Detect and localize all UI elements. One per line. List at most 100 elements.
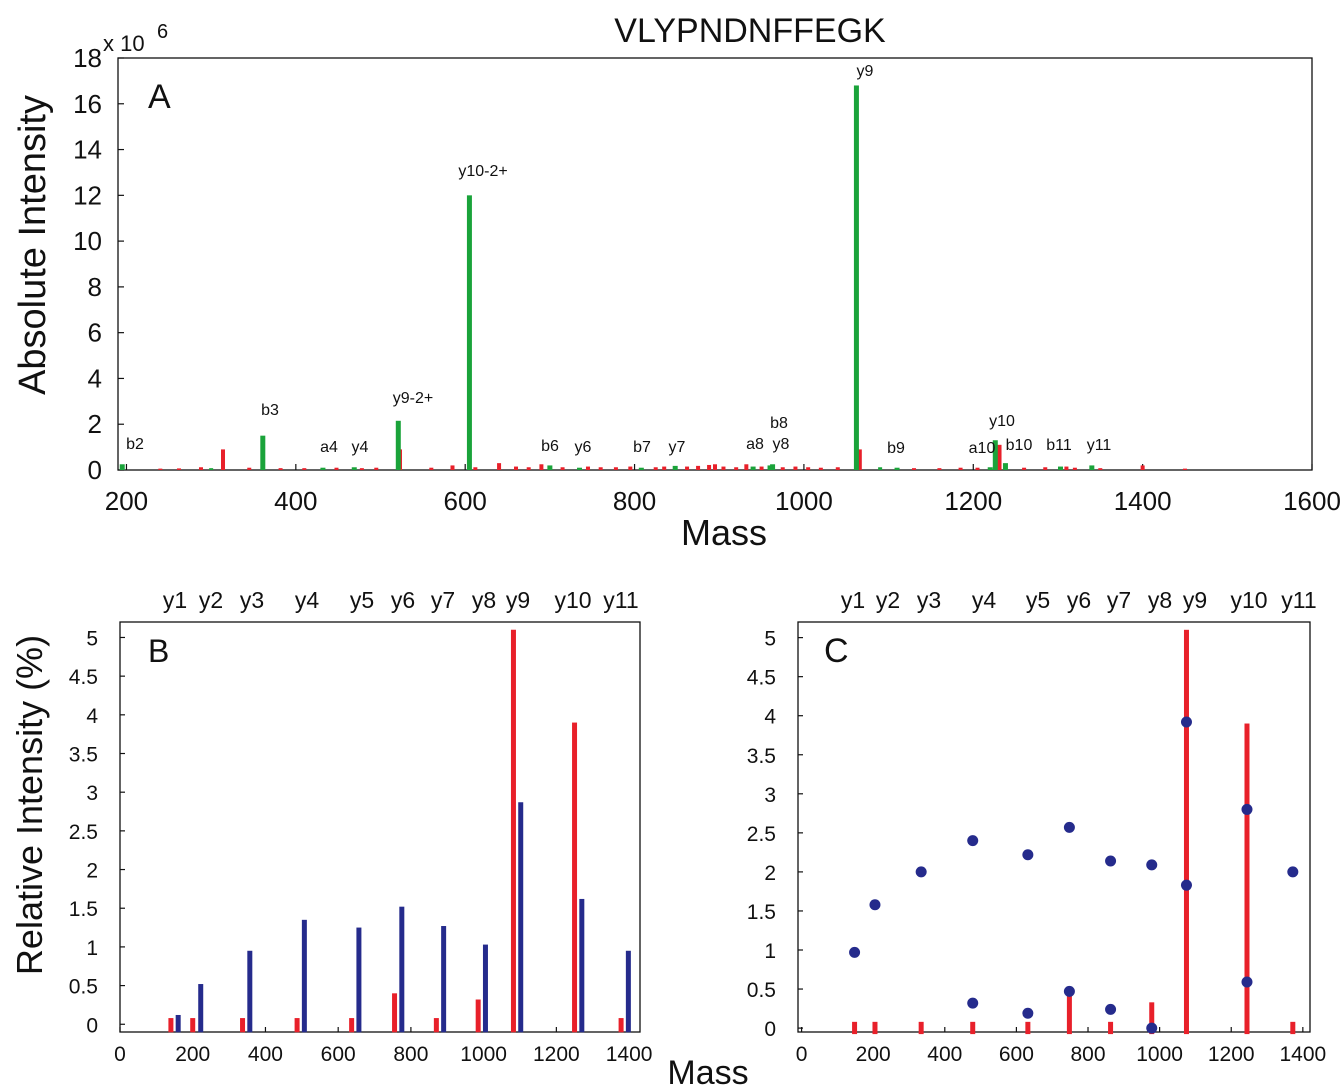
panel-a-peak [975,467,980,470]
panel-c-point [915,866,927,878]
figure-title: VLYPNDNFFEGK [614,12,886,50]
panel-a-peak-label: y7 [669,439,686,456]
panel-a-xtick-label: 1600 [1283,486,1341,516]
panel-a-peak [653,467,658,470]
panel-a-xtick-label: 1200 [944,486,1002,516]
panel-a-peak-label: a8 [746,436,764,453]
panel-c-stick [1244,723,1250,1035]
panel-a-peak [158,468,163,470]
panel-c-top-label: y1 [841,587,865,613]
panel-c-point [849,946,861,958]
panel-a-peak [997,444,1002,470]
panel-a-peak [1098,468,1103,470]
panel-a-peak [1043,467,1048,470]
panel-a-ylabel: Absolute Intensity [12,95,54,395]
panel-c-stick [852,1021,858,1035]
panel-c-point [967,997,979,1009]
panel-b-bar [572,722,578,1033]
panel-c-point [1146,1022,1158,1034]
panel-a-peak [613,467,618,470]
panel-a-ytick-label: 4 [88,363,102,393]
panel-c-ytick-label: 2 [764,862,776,885]
panel-a-xtick-label: 600 [443,486,486,516]
panel-c-point [1180,716,1192,728]
panel-c-ytick-label: 1.5 [747,901,776,924]
panel-a-annotated-peak [853,85,859,470]
panel-c-ytick-label: 1 [764,940,776,963]
panel-a-peak [1182,468,1187,470]
panel-a-peak [937,468,942,470]
panel-b-bar [399,906,405,1033]
panel-b-ytick-label: 2.5 [69,821,98,844]
panel-a-peak-label: b2 [126,436,144,453]
shared-xlabel: Mass [667,1054,748,1088]
panel-a-annotated-peak [1057,466,1063,470]
panel-a-peak-label: a4 [320,439,338,456]
panel-c-point [1241,803,1253,815]
panel-c-point [1063,985,1075,997]
panel-a-peak [912,468,916,470]
panel-a-annotated-peak [750,466,756,470]
panel-b-bar [579,898,585,1033]
panel-b-top-label: y5 [350,587,374,613]
panel-a-peak [721,466,726,470]
panel-a-peak [247,467,252,470]
panel-a-peak-label: b8 [770,415,788,432]
panel-b-ytick-label: 4.5 [69,666,98,689]
panel-c-top-label: y11 [1281,587,1316,613]
panel-a-peak [221,449,226,470]
panel-a-peak [734,467,739,470]
panel-c-letter: C [824,632,849,670]
panel-a-peak [374,467,379,470]
panel-a-annotated-peak [466,195,472,471]
panel-a-annotated-peak [767,465,773,470]
panel-b-bar [433,1018,439,1033]
panel-a-peak-label: y10 [989,413,1015,430]
panel-a-peak-label: b9 [887,440,905,457]
panel-b-top-label: y7 [431,587,455,613]
panel-b-bar [247,950,253,1033]
panel-c-stick [1183,629,1189,1035]
panel-a-annotated-peak [672,465,678,470]
panel-a-peak-label: y8 [773,436,790,453]
panel-c-top-label: y5 [1026,587,1050,613]
panel-a-ytick-label: 12 [73,180,102,210]
panel-a-peak [707,464,712,470]
panel-a-annotated-peak [395,420,401,470]
panel-a-peak [526,467,531,470]
panel-b-bar [518,802,524,1033]
panel-c-xtick-label: 400 [927,1043,962,1066]
panel-c-ytick-label: 0.5 [747,979,776,1002]
panel-c-point [967,835,979,847]
panel-b-ytick-label: 3 [86,782,98,805]
panel-c-point [1287,866,1299,878]
panel-b-bar [392,993,398,1033]
panel-a-peak-label: y4 [352,439,369,456]
panel-a-peak [1140,465,1145,470]
panel-a-ytick-label: 8 [88,272,102,302]
panel-c-ytick-label: 2.5 [747,823,776,846]
panel-c-stick [872,1021,878,1035]
panel-c-xtick-label: 600 [999,1043,1034,1066]
panel-a-peak [780,467,785,470]
panel-b-bar [441,926,447,1033]
panel-a-peak [473,467,478,470]
panel-a-peak [696,465,701,470]
panel-c-point [1146,859,1158,871]
panel-b-bar [168,1018,174,1033]
panel-b-xtick-label: 800 [393,1043,428,1066]
panel-a-ytick-label: 16 [73,89,102,119]
panel-b-ytick-label: 5 [86,627,98,650]
panel-c-stick [1108,1021,1114,1035]
panel-a-peak [539,464,544,470]
panel-b-xtick-label: 0 [114,1043,126,1066]
panel-a-peak [744,464,749,470]
panel-a-peak [302,468,307,470]
panel-a-ytick-label: 18 [73,43,102,73]
panel-a-peak [713,464,717,470]
panel-c-chart: C 0 200 400 600 800 1000 1200 1400 0 0.5 1 1.5 2 2.5 3… [747,587,1326,1066]
panel-a-peak-label: y9 [857,63,874,80]
panel-a-y-multiplier-exponent: 6 [157,21,168,43]
panel-c-xtick-label: 1200 [1208,1043,1255,1066]
panel-c-top-label: y2 [876,587,900,613]
